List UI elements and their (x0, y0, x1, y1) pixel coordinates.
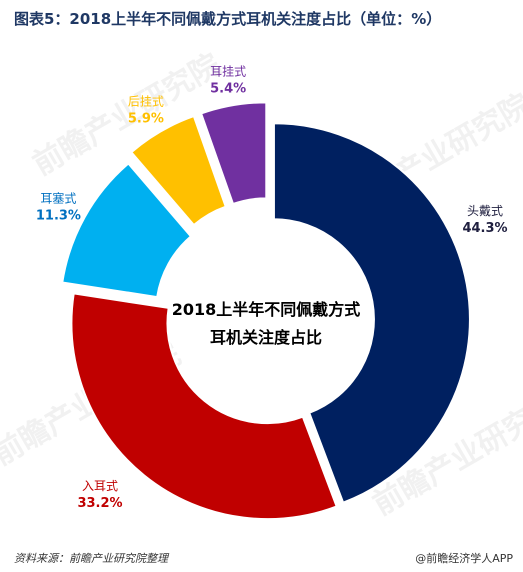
donut-slice (129, 114, 228, 227)
slice-label: 入耳式 (82, 479, 118, 493)
donut-slice (199, 101, 268, 206)
slice-label: 后挂式 (128, 94, 164, 108)
slice-value-label: 5.4% (210, 82, 246, 97)
slice-label: 头戴式 (467, 203, 503, 218)
slice-value-label: 44.3% (462, 221, 507, 236)
center-label: 2018上半年不同佩戴方式 (172, 300, 361, 319)
slice-value-label: 33.2% (77, 496, 122, 511)
slice-label: 耳挂式 (210, 65, 246, 79)
chart-title: 图表5：2018上半年不同佩戴方式耳机关注度占比（单位：%） (14, 10, 442, 28)
donut-slice (61, 162, 193, 299)
brand-note: @前瞻经济学人APP (415, 552, 513, 565)
source-note: 资料来源：前瞻产业研究院整理 (14, 552, 168, 565)
donut-chart: 头戴式 44.3% 入耳式 33.2% 耳塞式 11.3% 后挂式 5.9% 耳挂式 5.4% 20… (36, 65, 508, 521)
slice-label: 耳塞式 (40, 191, 76, 206)
slice-value-label: 5.9% (128, 111, 164, 126)
center-label: 耳机关注度占比 (210, 328, 322, 347)
donut-slice (70, 292, 338, 521)
slice-value-label: 11.3% (36, 209, 81, 224)
donut-slice (272, 122, 471, 504)
